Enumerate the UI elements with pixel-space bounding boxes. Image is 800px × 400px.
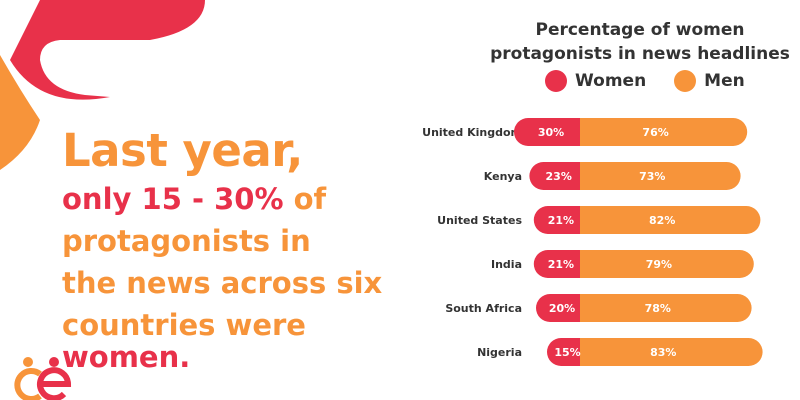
bar-women — [533, 250, 580, 278]
headline-highlight-range: only 15 - 30% — [62, 182, 284, 216]
bar-women — [514, 118, 580, 146]
category-label: United Kingdom — [422, 126, 522, 139]
legend-label-women: Women — [575, 71, 647, 91]
data-label-men: 73% — [639, 170, 665, 183]
bar-men — [580, 294, 752, 322]
data-label-women: 23% — [546, 170, 572, 183]
legend-swatch-men — [674, 70, 697, 92]
bar-men — [580, 162, 741, 191]
ce-logo-icon — [14, 357, 72, 400]
bar-women — [547, 338, 580, 366]
headline: Last year, only 15 - 30% of protagonists… — [62, 128, 422, 373]
data-label-men: 82% — [649, 214, 675, 227]
chart-title-line-2: protagonists in news headlines — [490, 44, 790, 64]
data-label-women: 30% — [538, 126, 564, 139]
headline-line-1: Last year, — [62, 124, 303, 177]
decorative-shape — [0, 0, 205, 170]
legend-swatch-women — [545, 70, 567, 92]
headline-highlight-women: women. — [62, 340, 191, 374]
bar-men — [580, 250, 754, 278]
legend-item-men: Men — [674, 70, 745, 92]
bar-women — [536, 294, 580, 322]
headline-text: countries were — [62, 308, 306, 342]
bar-women — [533, 206, 580, 234]
data-label-men: 76% — [642, 126, 668, 139]
category-label: India — [491, 258, 522, 271]
data-label-men: 83% — [650, 346, 676, 359]
headline-line-3: protagonists in — [62, 224, 311, 258]
category-label: Kenya — [484, 170, 522, 183]
data-label-women: 20% — [549, 302, 575, 315]
category-label: South Africa — [445, 302, 522, 315]
category-label: Nigeria — [477, 346, 522, 359]
data-label-women: 21% — [548, 214, 574, 227]
data-label-men: 78% — [645, 302, 671, 315]
data-label-women: 21% — [548, 258, 574, 271]
bar-women — [529, 162, 580, 191]
bar-men — [580, 118, 748, 146]
data-label-women: 15% — [554, 346, 580, 359]
headline-line-4: the news across six — [62, 266, 383, 300]
legend-item-women: Women — [545, 70, 646, 92]
chart-title-line-1: Percentage of women — [535, 20, 745, 40]
headline-line-5: countries were women. — [62, 309, 422, 373]
legend-label-men: Men — [704, 71, 745, 91]
headline-text: of — [283, 182, 327, 216]
chart-title: Percentage of women protagonists in news… — [490, 18, 790, 66]
bar-men — [580, 338, 763, 366]
bar-men — [580, 206, 761, 234]
headline-line-2: only 15 - 30% of — [62, 183, 422, 215]
data-label-men: 79% — [646, 258, 672, 271]
chart-legend: Women Men — [545, 70, 745, 92]
category-label: United States — [437, 214, 522, 227]
